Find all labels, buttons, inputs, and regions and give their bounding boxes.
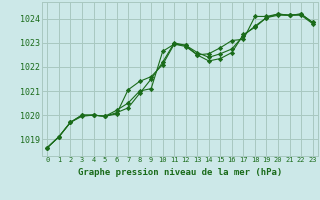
X-axis label: Graphe pression niveau de la mer (hPa): Graphe pression niveau de la mer (hPa): [78, 168, 282, 177]
